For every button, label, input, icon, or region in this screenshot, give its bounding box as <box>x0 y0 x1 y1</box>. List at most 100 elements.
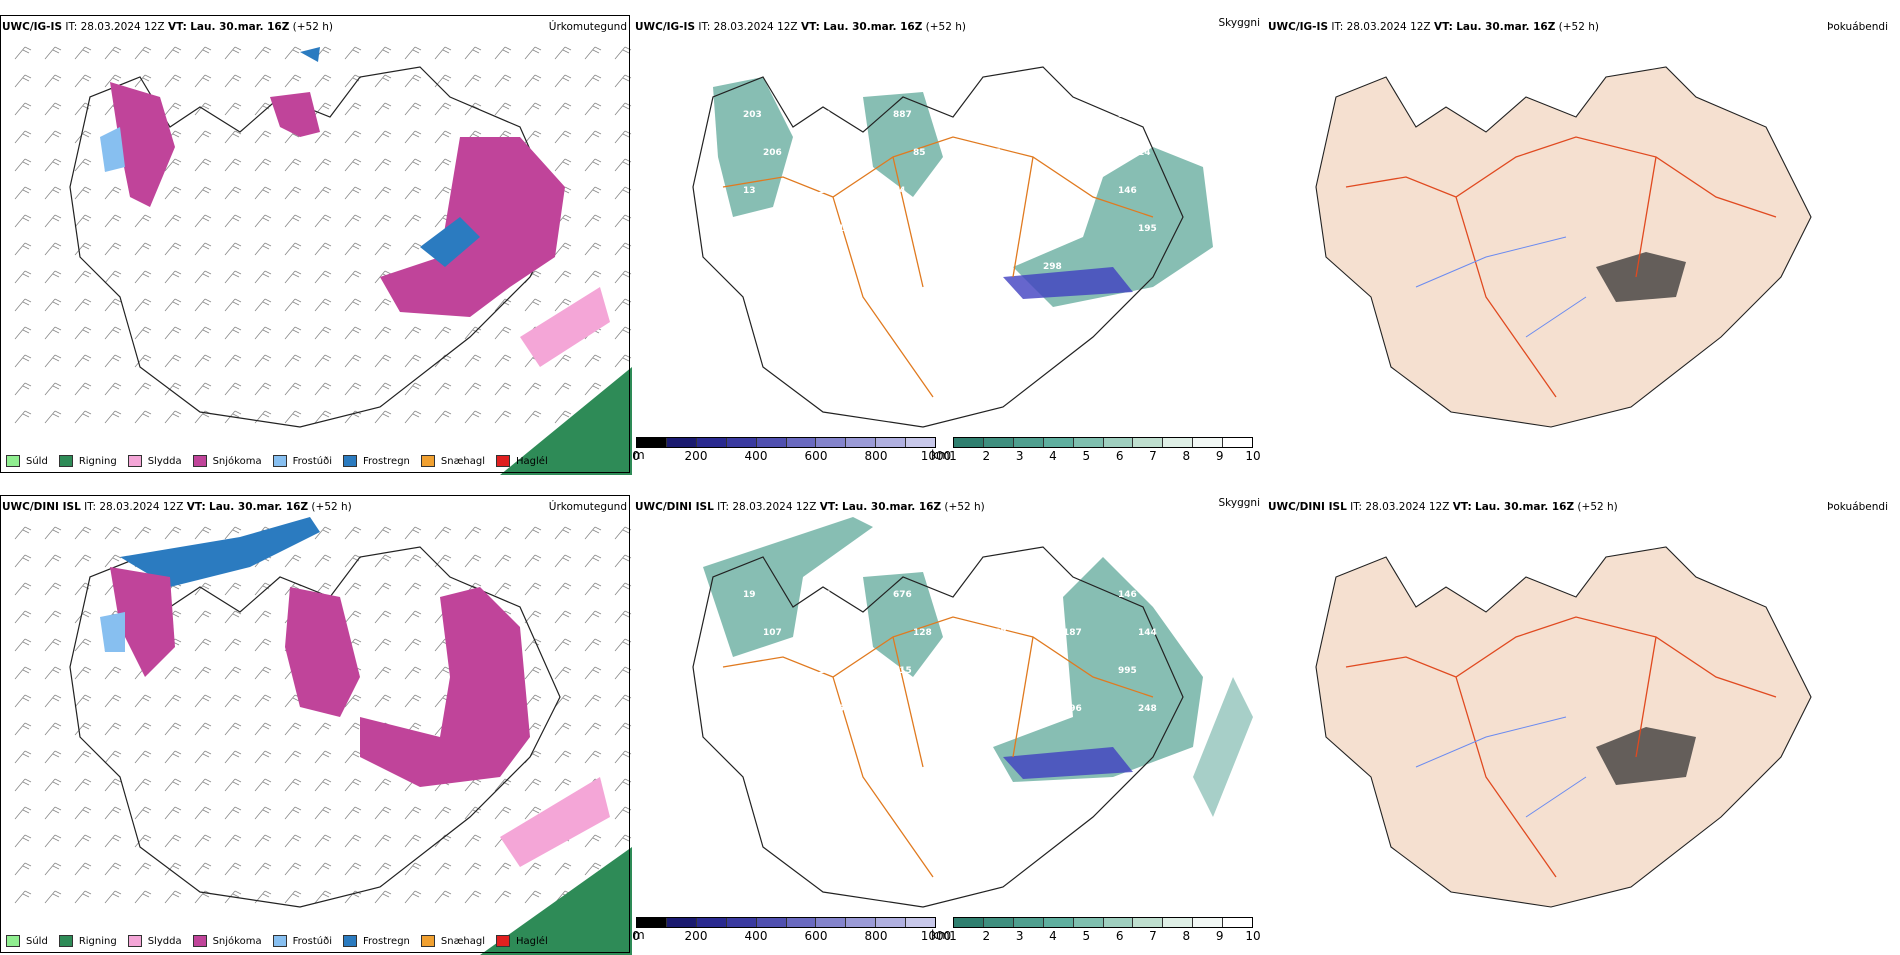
wind-barb <box>374 582 392 596</box>
wind-barb <box>524 862 542 876</box>
wind-barb <box>374 526 392 540</box>
wind-barb <box>44 526 62 540</box>
wind-barb <box>554 638 572 652</box>
wind-barb <box>134 862 152 876</box>
wind-barb <box>314 186 332 200</box>
wind-barb <box>44 354 62 368</box>
snow-area-west <box>110 567 175 677</box>
ceiling-colorbar: 0 200 400 600 800 1000 m <box>633 437 951 463</box>
wind-barb <box>344 382 362 396</box>
wind-barb <box>254 46 272 60</box>
vis-area-east <box>1013 147 1213 307</box>
wind-barb <box>254 722 272 736</box>
wind-barb <box>404 834 422 848</box>
tick-label: 0 <box>633 449 640 463</box>
wind-barb <box>224 298 242 312</box>
legend-label: Frostregn <box>363 455 410 467</box>
tick-label: 6 <box>1115 449 1124 463</box>
precip-legend: Súld Rigning Slydda Snjókoma Frostúði Frostre… <box>6 455 548 467</box>
panel-variable-label: Þokuábendi <box>1827 21 1888 33</box>
wind-barb <box>224 834 242 848</box>
wind-barb <box>224 582 242 596</box>
legend-swatch <box>272 935 287 947</box>
wind-barb <box>374 410 392 424</box>
visibility-value-label: 146 <box>1118 186 1137 196</box>
wind-barb <box>554 778 572 792</box>
panel-visibility-igis: UWC/IG-IS IT: 28.03.2024 12Z VT: Lau. 30… <box>633 15 1265 475</box>
wind-barb <box>164 806 182 820</box>
legend-item: Haglél <box>496 455 548 467</box>
wind-barb <box>134 806 152 820</box>
wind-barb <box>104 354 122 368</box>
wind-barb <box>254 666 272 680</box>
wind-barb <box>104 554 122 568</box>
wind-barb <box>524 74 542 88</box>
wind-barb <box>194 326 212 340</box>
visibility-value-label: 171 <box>818 666 837 676</box>
vis-area-west <box>713 77 793 217</box>
ceiling-ticks: 0 200 400 600 800 1000 <box>633 928 951 943</box>
visibility-value-label: 245 <box>968 110 987 120</box>
wind-barb <box>164 834 182 848</box>
wind-barb <box>134 722 152 736</box>
wind-barb <box>224 74 242 88</box>
visibility-value-label: 146 <box>1118 590 1137 600</box>
wind-barb <box>254 214 272 228</box>
wind-barb <box>164 326 182 340</box>
wind-barb <box>374 862 392 876</box>
tick-label: 4 <box>1049 449 1057 463</box>
wind-barb <box>374 102 392 116</box>
wind-barb <box>314 722 332 736</box>
visibility-value-label: 165 <box>968 186 987 196</box>
visibility-value-labels: 19 15 676 319 179 146 107 190 128 167 187 144 322 171… <box>743 590 1157 752</box>
wind-barb <box>614 326 632 340</box>
visibility-value-label: 215 <box>893 666 912 676</box>
sleet-area <box>520 287 610 367</box>
wind-barb <box>554 410 572 424</box>
wind-barb <box>14 582 32 596</box>
wind-barb <box>224 694 242 708</box>
wind-barb <box>44 410 62 424</box>
wind-barb <box>44 750 62 764</box>
wind-barb <box>44 186 62 200</box>
legend-swatch <box>343 935 357 947</box>
wind-barb <box>194 750 212 764</box>
wind-barb <box>434 186 452 200</box>
panel-variable-label: Skyggni <box>1218 497 1261 509</box>
tick-label: 800 <box>864 929 888 943</box>
snow-area-east <box>380 137 565 317</box>
wind-barb <box>194 666 212 680</box>
legend-label: Frostregn <box>363 935 410 947</box>
wind-barb <box>224 130 242 144</box>
wind-barb <box>614 74 632 88</box>
visibility-value-label: 390 <box>1118 110 1137 120</box>
legend-swatch <box>58 455 73 467</box>
tick-label: 600 <box>804 449 828 463</box>
wind-barb <box>374 638 392 652</box>
wind-barb <box>494 354 512 368</box>
wind-barb <box>314 354 332 368</box>
visibility-value-label: 37 <box>988 148 1001 158</box>
wind-barb <box>344 582 362 596</box>
iceland-land <box>1315 66 1812 428</box>
wind-barb <box>524 102 542 116</box>
wind-barb <box>74 74 92 88</box>
tick-label: 0 <box>633 929 640 943</box>
wind-barb <box>614 722 632 736</box>
wind-barb <box>584 666 602 680</box>
wind-barb <box>554 158 572 172</box>
wind-barb <box>134 74 152 88</box>
wind-barb <box>554 722 572 736</box>
wind-barb <box>14 298 32 312</box>
wind-barb <box>104 74 122 88</box>
wind-barb <box>404 610 422 624</box>
wind-barb <box>44 694 62 708</box>
wind-barb <box>134 834 152 848</box>
roads <box>722 616 1154 878</box>
wind-barb <box>74 214 92 228</box>
wind-barb <box>614 102 632 116</box>
wind-barb <box>194 694 212 708</box>
wind-barb <box>164 46 182 60</box>
wind-barb <box>44 778 62 792</box>
wind-barb <box>554 298 572 312</box>
